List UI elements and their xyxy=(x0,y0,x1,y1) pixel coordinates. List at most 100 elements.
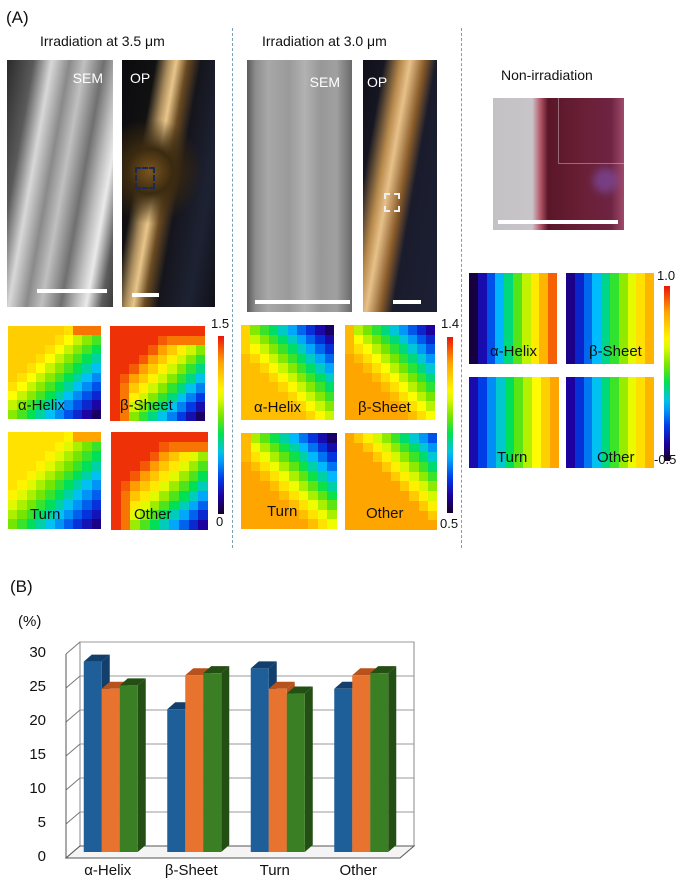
heatmap-cell xyxy=(63,344,74,354)
heatmap-cell xyxy=(550,422,559,432)
heatmap-cell xyxy=(250,461,261,472)
heatmap-cell xyxy=(618,440,628,450)
heatmap-cell xyxy=(381,363,390,373)
heatmap-cell xyxy=(178,471,189,481)
heatmap-cell xyxy=(120,451,131,462)
heatmap-cell xyxy=(8,470,18,481)
heatmap-cell xyxy=(327,442,337,453)
heatmap-cell xyxy=(618,354,628,364)
heatmap-cell xyxy=(45,326,55,336)
heatmap-cell xyxy=(583,354,593,364)
heatmap-cell xyxy=(260,433,270,443)
heatmap-cell xyxy=(308,490,318,501)
heatmap-cell xyxy=(372,462,382,472)
heatmap-cell xyxy=(73,519,83,529)
heatmap-cell xyxy=(120,500,131,511)
heatmap-cell xyxy=(477,282,487,292)
heatmap-cell xyxy=(469,377,478,387)
heatmap-cell xyxy=(289,452,299,462)
heatmap-cell xyxy=(73,461,83,471)
heatmap-cell xyxy=(523,377,532,387)
heatmap-cell xyxy=(149,471,160,481)
heatmap-cell xyxy=(82,326,92,336)
heatmap-cell xyxy=(17,344,27,354)
heatmap-cell xyxy=(601,336,610,346)
heatmap-cell xyxy=(35,372,46,382)
heatmap-cell xyxy=(169,520,179,530)
heatmap-cell xyxy=(157,345,167,355)
heatmap-cell xyxy=(82,441,92,452)
heatmap-cell xyxy=(327,452,337,462)
heatmap-cell xyxy=(478,395,487,405)
heatmap-cell xyxy=(8,409,18,419)
heatmap-cell xyxy=(610,273,619,283)
heatmap-cell xyxy=(583,309,593,319)
heatmap-cell xyxy=(298,481,309,491)
heatmap-cell xyxy=(110,354,120,364)
heatmap-cell xyxy=(327,471,337,481)
heatmap-cell xyxy=(17,490,27,500)
heatmap-cell xyxy=(279,519,289,529)
heatmap-cell xyxy=(372,481,382,492)
heatmap-cell xyxy=(550,377,559,387)
heatmap-cell xyxy=(566,282,575,292)
heatmap-cell xyxy=(167,345,177,355)
heatmap-cell xyxy=(381,471,391,482)
heatmap-cell xyxy=(298,509,309,520)
heatmap-cell xyxy=(372,491,382,501)
heatmap-cell xyxy=(504,282,513,292)
heatmap-cell xyxy=(149,510,160,521)
heatmap-cell xyxy=(148,335,158,345)
heatmap-cell xyxy=(390,481,401,492)
heatmap-cell xyxy=(91,451,101,462)
heatmap-cell xyxy=(110,364,120,374)
heatmap-cell xyxy=(354,391,363,401)
heatmap-cell xyxy=(505,386,514,396)
heatmap-cell xyxy=(592,318,602,328)
heatmap-cell xyxy=(523,422,532,432)
heatmap-cell xyxy=(627,377,637,387)
heatmap-cell xyxy=(583,282,593,292)
heatmap-cell xyxy=(129,411,139,421)
heatmap-cell xyxy=(521,309,531,319)
heatmap-cell xyxy=(159,520,170,530)
colorbar-max: 1.5 xyxy=(211,316,230,331)
bar-series-green xyxy=(119,685,138,852)
heatmap-cell xyxy=(636,318,646,328)
heatmap-cell xyxy=(188,441,199,452)
heatmap-cell xyxy=(566,404,575,414)
heatmap-cell xyxy=(592,273,602,283)
heatmap-cell xyxy=(149,451,160,462)
y-tick-label: 10 xyxy=(29,780,46,797)
colorbar-max: 1.0 xyxy=(657,268,676,283)
heatmap-cell xyxy=(268,344,279,354)
heatmap-cell xyxy=(298,461,309,472)
heatmap-cell xyxy=(372,382,381,392)
heatmap-cell xyxy=(82,409,92,419)
heatmap-cell xyxy=(250,410,260,420)
heatmap-cell xyxy=(523,449,532,459)
scale-bar xyxy=(393,300,421,304)
bar-top xyxy=(83,654,110,662)
heatmap-cell xyxy=(250,452,261,462)
heatmap-cell xyxy=(583,273,593,283)
heatmap-cell xyxy=(186,354,196,364)
heatmap-cell xyxy=(636,282,646,292)
heatmap-cell xyxy=(390,363,399,373)
heatmap-cell xyxy=(8,335,18,345)
heatmap-cell xyxy=(390,325,399,335)
heatmap-cell xyxy=(381,491,391,501)
heatmap-cell xyxy=(363,491,373,501)
heatmap-cell xyxy=(241,471,251,481)
heatmap-cell xyxy=(521,291,531,301)
heatmap-cell xyxy=(54,363,64,373)
heatmap-cell xyxy=(26,353,36,364)
heatmap-cell xyxy=(513,327,522,337)
heatmap-cell xyxy=(645,395,654,405)
heatmap-cell xyxy=(306,372,316,382)
heatmap-cell xyxy=(530,300,540,310)
heatmap-cell xyxy=(496,413,505,423)
heatmap-cell xyxy=(574,422,584,432)
heatmap-cell xyxy=(45,451,55,462)
heatmap-cell xyxy=(188,432,199,442)
